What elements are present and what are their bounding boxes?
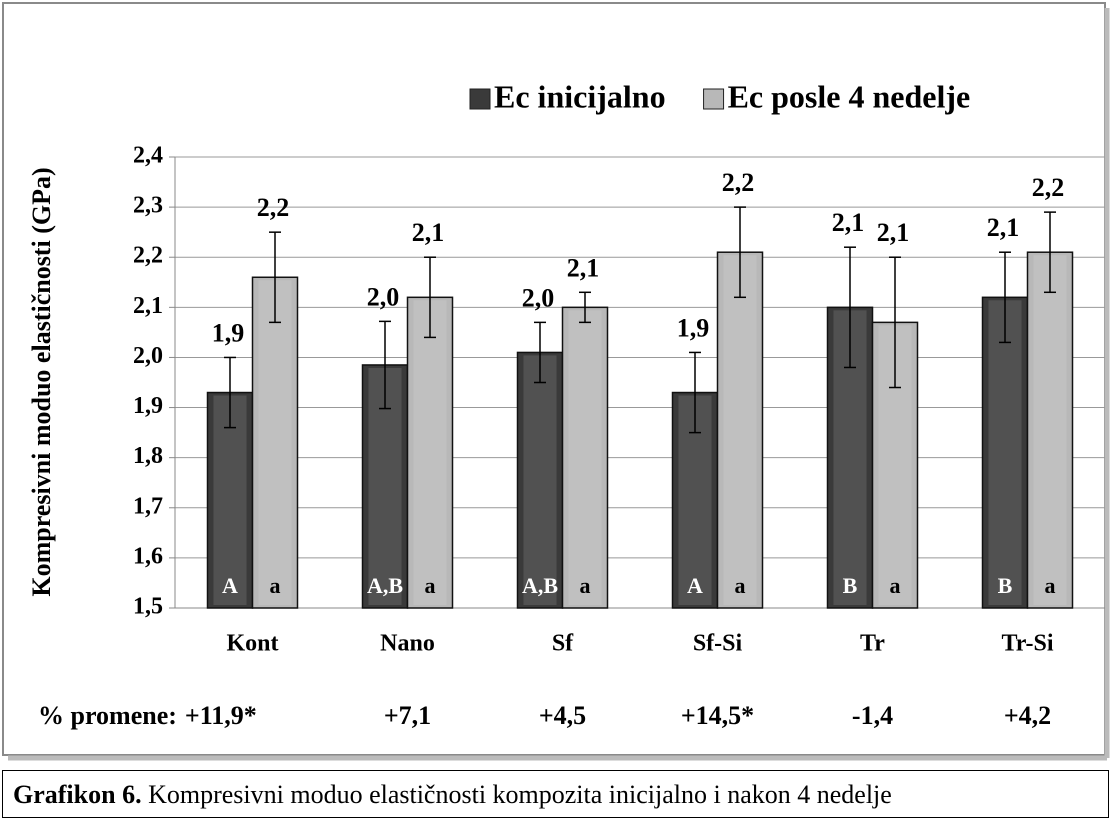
x-tick-label: Nano: [380, 631, 435, 657]
y-tick-label: 2,0: [133, 343, 163, 369]
bar-shine: [568, 310, 602, 605]
bar-letter: A: [687, 573, 703, 598]
bar-letter: a: [580, 573, 591, 598]
percent-change-label: % promene:: [38, 701, 177, 730]
y-tick-label: 1,5: [133, 594, 163, 620]
percent-change: +4,5: [539, 701, 586, 730]
bar-letter: A,B: [522, 573, 558, 598]
value-label: 2,1: [567, 253, 600, 282]
value-label: 2,1: [412, 218, 445, 247]
x-tick-label: Tr: [860, 631, 885, 657]
bar: [1026, 251, 1074, 609]
bar: [716, 251, 764, 609]
bar-shine: [413, 300, 447, 605]
value-label: 2,2: [722, 168, 755, 197]
caption: Grafikon 6. Kompresivni moduo elastičnos…: [2, 770, 1109, 818]
bar-shine: [523, 355, 557, 605]
bar-letter: B: [998, 573, 1013, 598]
bar-letter: a: [270, 573, 281, 598]
value-label: 2,0: [522, 283, 555, 312]
value-label: 1,9: [212, 318, 245, 347]
legend-swatch: [469, 88, 491, 110]
value-label: 2,2: [257, 193, 290, 222]
y-tick-label: 2,1: [133, 293, 163, 319]
bar-letter: a: [425, 573, 436, 598]
bar: [516, 351, 564, 609]
y-tick-label: 1,9: [133, 393, 163, 419]
percent-change: +4,2: [1004, 701, 1051, 730]
percent-change: +14,5*: [681, 701, 754, 730]
legend-label: Ec inicijalno: [494, 78, 666, 114]
y-tick-label: 1,7: [133, 493, 163, 519]
bar: [981, 296, 1029, 609]
percent-change: +7,1: [384, 701, 431, 730]
y-tick-label: 1,6: [133, 543, 163, 569]
bar-letter: a: [1045, 573, 1056, 598]
value-label: 2,1: [987, 213, 1020, 242]
bar: [561, 306, 609, 609]
value-label: 2,1: [832, 208, 865, 237]
bar-shine: [258, 280, 292, 605]
y-tick-label: 1,8: [133, 443, 163, 469]
y-tick-label: 2,3: [133, 193, 163, 219]
legend-label: Ec posle 4 nedelje: [728, 78, 971, 114]
x-tick-label: Sf-Si: [693, 631, 743, 657]
bar-letter: A,B: [367, 573, 403, 598]
bar-shine: [1033, 255, 1067, 605]
legend-swatch: [703, 88, 725, 110]
y-tick-label: 2,4: [133, 143, 163, 169]
x-tick-label: Kont: [226, 631, 278, 657]
bar-letter: B: [843, 573, 858, 598]
value-label: 2,1: [877, 218, 910, 247]
bar-shine: [988, 300, 1022, 605]
bar-shine: [723, 255, 757, 605]
value-label: 1,9: [677, 313, 710, 342]
y-axis-label: Kompresivni moduo elastičnosti (GPa): [27, 167, 56, 596]
bar-letter: a: [735, 573, 746, 598]
bar-letter: a: [890, 573, 901, 598]
bar-letter: A: [222, 573, 238, 598]
value-label: 2,2: [1032, 173, 1065, 202]
bar-shine: [213, 395, 247, 605]
percent-change: -1,4: [852, 701, 893, 730]
value-label: 2,0: [367, 282, 400, 311]
caption-label: Grafikon 6.: [13, 780, 142, 809]
caption-text: Kompresivni moduo elastičnosti kompozita…: [141, 780, 892, 809]
bar: [206, 391, 254, 609]
x-tick-label: Tr-Si: [1002, 631, 1054, 657]
x-tick-label: Sf: [552, 631, 574, 657]
y-tick-label: 2,2: [133, 243, 163, 269]
percent-change: +11,9*: [185, 701, 257, 730]
chart: Kompresivni moduo elastičnosti (GPa) 1,5…: [2, 2, 1110, 761]
bar: [251, 276, 299, 609]
